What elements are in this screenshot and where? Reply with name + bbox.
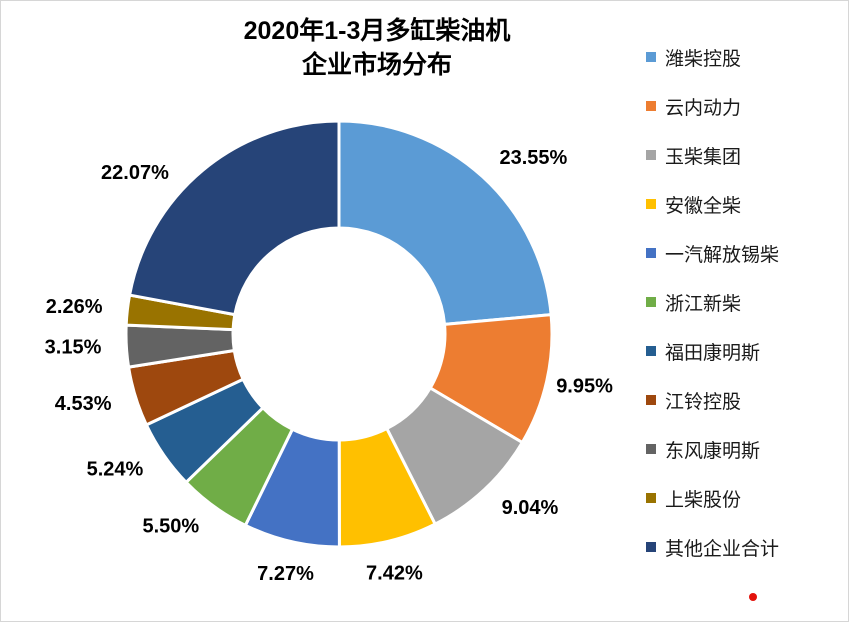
legend-label: 安徽全柴 <box>665 195 742 217</box>
legend-label: 一汽解放锡柴 <box>665 244 780 266</box>
legend-swatch-icon <box>646 52 656 62</box>
legend-swatch-icon <box>646 101 656 111</box>
legend-item-6: 浙江新柴 <box>646 291 841 315</box>
legend-label: 东风康明斯 <box>665 440 761 462</box>
legend-label: 云内动力 <box>665 97 742 119</box>
chart-title: 2020年1-3月多缸柴油机 企业市场分布 <box>0 14 754 82</box>
red-dot-marker <box>749 593 757 601</box>
legend-swatch-icon <box>646 199 656 209</box>
legend-item-10: 上柴股份 <box>646 487 841 511</box>
legend-swatch-icon <box>646 542 656 552</box>
slice-label-4: 7.42% <box>366 563 423 585</box>
legend-item-5: 一汽解放锡柴 <box>646 242 841 266</box>
legend-item-1: 潍柴控股 <box>646 46 841 70</box>
slice-label-8: 4.53% <box>55 393 112 415</box>
legend-swatch-icon <box>646 297 656 307</box>
legend-label: 福田康明斯 <box>665 342 761 364</box>
legend-item-8: 江铃控股 <box>646 389 841 413</box>
legend: 潍柴控股云内动力玉柴集团安徽全柴一汽解放锡柴 浙江新柴福田康明斯江铃控股东风康明斯… <box>646 46 841 560</box>
legend-item-4: 安徽全柴 <box>646 193 841 217</box>
chart-title-line2: 企业市场分布 <box>301 51 452 79</box>
donut-slice-1 <box>337 119 553 327</box>
legend-item-11: 其他企业合计 <box>646 536 841 560</box>
slice-label-5: 7.27% <box>257 563 314 585</box>
slice-label-7: 5.24% <box>87 459 144 481</box>
legend-label: 江铃控股 <box>665 391 742 413</box>
legend-label: 上柴股份 <box>665 489 742 511</box>
slice-label-11: 22.07% <box>101 162 169 184</box>
donut-chart: 23.55% 9.95% 9.04% 7.42% 7.27% 5.50% 5.24% 4.53… <box>45 119 613 585</box>
slice-label-9: 3.15% <box>45 337 102 359</box>
legend-swatch-icon <box>646 346 656 356</box>
legend-swatch-icon <box>646 150 656 160</box>
slice-label-1: 23.55% <box>500 147 568 169</box>
slice-label-6: 5.50% <box>142 516 199 538</box>
legend-label: 浙江新柴 <box>665 293 742 315</box>
chart-title-line1: 2020年1-3月多缸柴油机 <box>243 17 511 45</box>
legend-item-7: 福田康明斯 <box>646 340 841 364</box>
legend-item-3: 玉柴集团 <box>646 144 841 168</box>
legend-label: 潍柴控股 <box>665 48 742 70</box>
legend-item-9: 东风康明斯 <box>646 438 841 462</box>
legend-swatch-icon <box>646 248 656 258</box>
legend-swatch-icon <box>646 444 656 454</box>
slice-label-2: 9.95% <box>556 375 613 397</box>
donut-slice-11 <box>127 119 341 317</box>
slice-label-3: 9.04% <box>502 497 559 519</box>
legend-item-2: 云内动力 <box>646 95 841 119</box>
legend-swatch-icon <box>646 493 656 503</box>
legend-label: 玉柴集团 <box>665 146 742 168</box>
slice-label-10: 2.26% <box>46 296 103 318</box>
legend-swatch-icon <box>646 395 656 405</box>
legend-label: 其他企业合计 <box>665 538 780 560</box>
